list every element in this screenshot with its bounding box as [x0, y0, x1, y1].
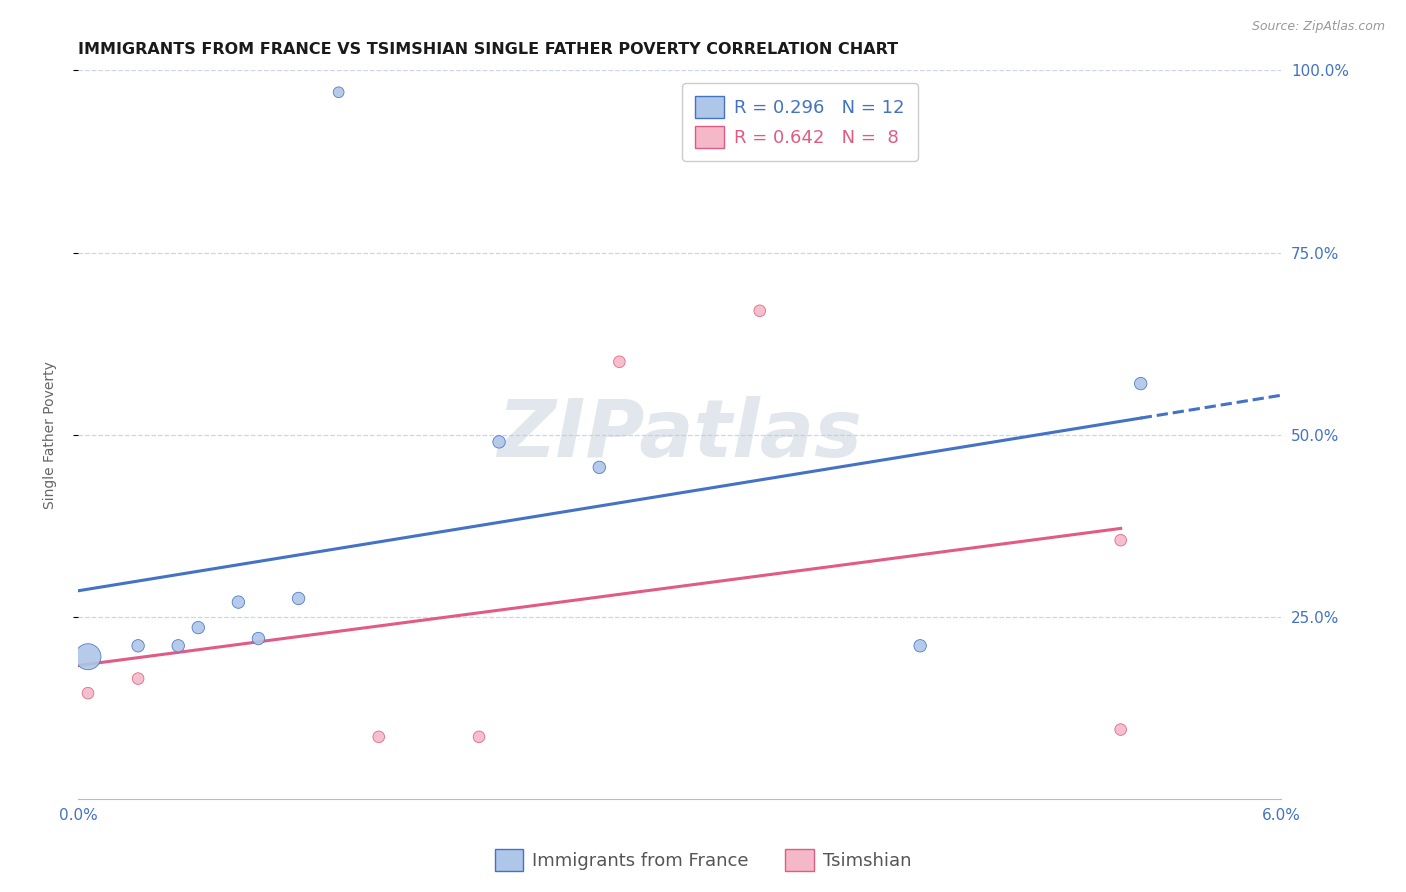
Y-axis label: Single Father Poverty: Single Father Poverty: [44, 360, 58, 508]
Point: [908, 639, 931, 653]
Point: [287, 591, 309, 606]
Point: [468, 730, 491, 744]
Text: IMMIGRANTS FROM FRANCE VS TSIMSHIAN SINGLE FATHER POVERTY CORRELATION CHART: IMMIGRANTS FROM FRANCE VS TSIMSHIAN SING…: [77, 42, 898, 57]
Point: [588, 460, 610, 475]
Text: Source: ZipAtlas.com: Source: ZipAtlas.com: [1251, 20, 1385, 33]
Point: [328, 85, 350, 99]
Point: [1129, 376, 1152, 391]
Point: [1109, 723, 1132, 737]
Point: [1109, 533, 1132, 548]
Point: [127, 672, 149, 686]
Point: [167, 639, 190, 653]
Point: [247, 632, 270, 646]
Point: [488, 434, 510, 449]
Point: [77, 686, 100, 700]
Point: [367, 730, 389, 744]
Point: [127, 639, 149, 653]
Legend: Immigrants from France, Tsimshian: Immigrants from France, Tsimshian: [488, 842, 918, 879]
Point: [748, 303, 770, 318]
Legend: R = 0.296   N = 12, R = 0.642   N =  8: R = 0.296 N = 12, R = 0.642 N = 8: [682, 83, 918, 161]
Text: ZIPatlas: ZIPatlas: [498, 395, 862, 474]
Point: [228, 595, 250, 609]
Point: [609, 355, 631, 369]
Point: [187, 621, 209, 635]
Point: [77, 649, 100, 664]
